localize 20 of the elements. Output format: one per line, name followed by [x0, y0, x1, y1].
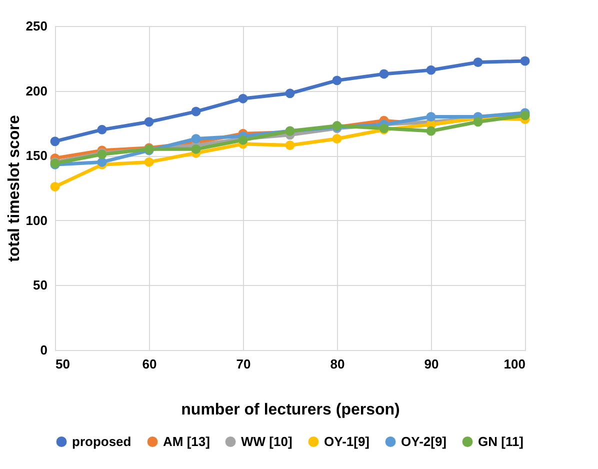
x-tick-label: 50 [56, 356, 70, 372]
y-axis-title: total timeslot score [6, 115, 23, 262]
x-tick-label: 70 [236, 356, 251, 372]
y-tick-label: 150 [26, 148, 48, 164]
legend-label: OY-2[9] [401, 434, 447, 449]
legend-label: WW [10] [241, 434, 292, 449]
x-tick-label: 90 [424, 356, 439, 372]
legend-label: OY-1[9] [324, 434, 370, 449]
y-tick-label: 250 [26, 18, 48, 34]
legend-label: GN [11] [478, 434, 524, 449]
y-tick-label: 200 [26, 83, 48, 98]
y-tick-label: 50 [33, 278, 48, 293]
legend-label: proposed [72, 434, 132, 449]
y-tick-label: 0 [40, 342, 48, 358]
y-tick-label: 100 [26, 212, 48, 228]
x-axis-title: number of lecturers (person) [181, 402, 400, 418]
x-tick-label: 60 [142, 356, 157, 372]
x-tick-label: 100 [504, 356, 526, 372]
legend-label: AM [13] [163, 434, 210, 449]
x-tick-label: 80 [330, 356, 345, 372]
